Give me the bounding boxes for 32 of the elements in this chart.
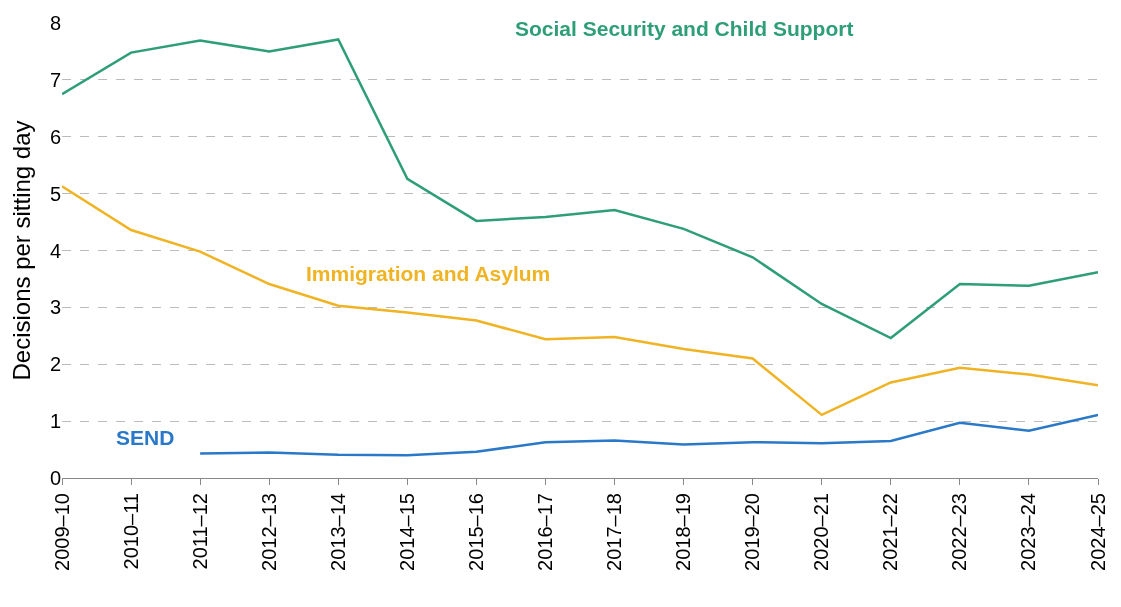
series-label: SEND [116,426,175,449]
x-tick-label: 2011–12 [188,493,211,570]
y-tick-label: 6 [49,125,61,148]
line-series [62,184,1098,417]
x-tick-label: 2009–10 [50,493,73,571]
x-tick-label: 2024–25 [1086,493,1109,571]
x-tick-label: 2023–24 [1017,493,1040,571]
x-tick-label: 2014–15 [395,493,418,571]
text: Social Security and Child Support [515,17,854,40]
x-tick-label: 2021–22 [879,493,902,571]
y-axis-title: Decisions per sitting day [7,120,35,381]
x-tick-label: 2013–14 [326,493,349,571]
x-tick-label: 2016–17 [533,493,556,571]
y-tick-label: 8 [49,12,61,34]
x-tick-label: 2012–13 [257,493,280,571]
y-tick-label: 2 [49,353,61,376]
line-series [198,413,1098,457]
series-label: Immigration and Asylum [306,262,551,285]
y-tick-label: 1 [49,410,61,433]
x-tick-label: 2020–21 [810,493,833,571]
x-tick-label: 2018–19 [672,493,695,571]
x-tick-label: 2019–20 [741,493,764,571]
y-tick-label: 7 [49,68,61,91]
y-tick-label: 4 [49,239,61,262]
x-tick-label: 2022–23 [948,493,971,571]
x-tick-label: 2017–18 [603,493,626,571]
y-tick-label: 0 [49,467,61,489]
x-tick-label: 2015–16 [464,493,487,571]
x-tick-label: 2010–11 [119,493,142,570]
y-tick-label: 5 [49,182,61,205]
y-tick-label: 3 [49,296,61,319]
line-series [62,38,1098,340]
